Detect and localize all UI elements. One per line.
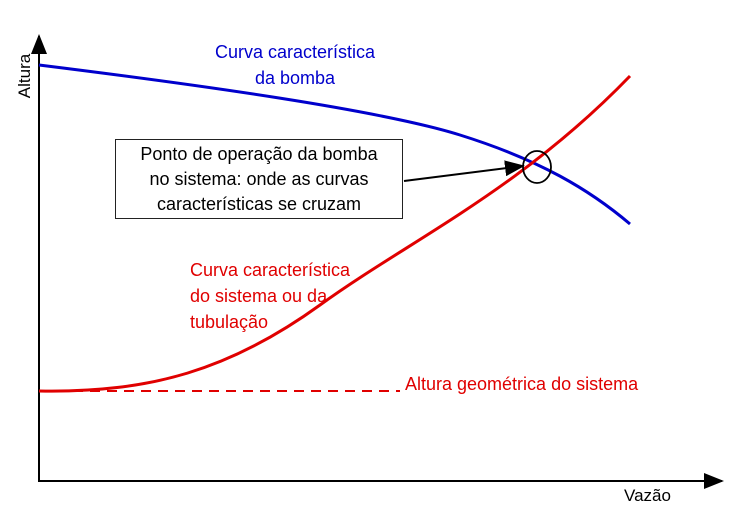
callout-line: no sistema: onde as curvas [149,169,369,189]
system-curve-label-line: tubulação [190,312,269,332]
operating-point-arrow [403,160,525,182]
pump-curve [38,63,631,226]
pump-curve-label-line: Curva característica [214,42,376,62]
system-curve-label-line: Curva característica [190,260,351,280]
pump-curve-label-line: da bomba [254,68,336,88]
system-curve [38,74,632,393]
operating-point-callout: Ponto de operação da bomba no sistema: o… [115,139,403,219]
callout-line: Ponto de operação da bomba [140,144,378,164]
static-head-label: Altura geométrica do sistema [405,374,639,394]
y-axis-label: Altura [15,53,34,99]
system-curve-label-line: do sistema ou da [190,286,328,306]
system-curve-label: Curva característica do sistema ou da tu… [190,257,350,335]
x-axis-label: Vazão [624,486,671,505]
callout-line: características se cruzam [156,194,362,214]
pump-curve-label: Curva característica da bomba [180,39,410,91]
